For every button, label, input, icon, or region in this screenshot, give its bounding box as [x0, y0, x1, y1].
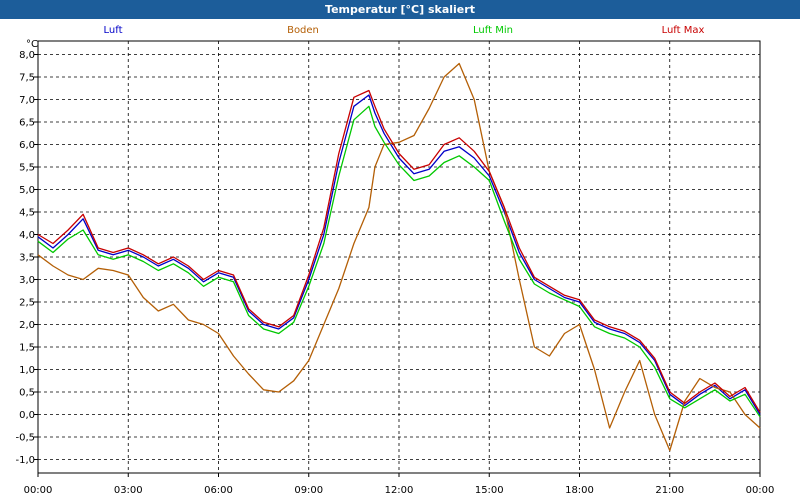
temperature-chart: Luft Boden Luft Min Luft Max 8,0 7,5 7,0 6,5 6,…	[15, 25, 775, 496]
series-line-luft-max	[37, 89, 761, 413]
series-lines	[37, 62, 761, 452]
y-tick-label: 6,5	[19, 118, 35, 129]
x-axis: 00:0030.11.1903:0030.11.1906:0030.11.190…	[24, 473, 775, 496]
grid	[38, 41, 760, 473]
x-tick-time: 00:00	[746, 485, 775, 496]
y-tick-label: 6,0	[19, 140, 35, 151]
y-tick-label: 7,0	[19, 95, 35, 106]
y-tick-label: 1,0	[19, 365, 35, 376]
y-tick-label: 8,0	[19, 50, 35, 61]
y-tick-label: -0,5	[15, 433, 35, 444]
x-tick-time: 03:00	[114, 485, 143, 496]
y-tick-label: 5,0	[19, 185, 35, 196]
y-axis: 8,0 7,5 7,0 6,5 6,0 5,5 5,0 4,5 4,0 3,5 3,0 2,5 2,0 1…	[15, 50, 38, 466]
y-tick-label: 4,0	[19, 230, 35, 241]
legend: Luft Boden Luft Min Luft Max	[104, 25, 705, 36]
y-tick-label: 0,5	[19, 388, 35, 399]
series-line-luft-min	[37, 105, 761, 418]
legend-luft-max: Luft Max	[662, 25, 705, 36]
y-tick-label: -1,0	[15, 455, 35, 466]
y-tick-label: 2,0	[19, 320, 35, 331]
legend-luft-min: Luft Min	[473, 25, 513, 36]
y-tick-label: 3,0	[19, 275, 35, 286]
y-tick-label: 7,5	[19, 73, 35, 84]
y-tick-label: 4,5	[19, 208, 35, 219]
y-tick-label: 5,5	[19, 163, 35, 174]
legend-luft: Luft	[104, 25, 123, 36]
window-title: Temperatur [°C] skaliert	[0, 0, 800, 19]
legend-boden: Boden	[287, 25, 319, 36]
x-tick-time: 15:00	[475, 485, 504, 496]
series-line-boden	[37, 62, 761, 452]
x-tick-time: 09:00	[294, 485, 323, 496]
x-tick-time: 18:00	[565, 485, 594, 496]
x-tick-time: 21:00	[655, 485, 684, 496]
x-tick-time: 06:00	[204, 485, 233, 496]
y-axis-unit: °C	[26, 39, 38, 50]
y-tick-label: 2,5	[19, 298, 35, 309]
y-tick-label: 0,0	[19, 410, 35, 421]
x-tick-time: 12:00	[385, 485, 414, 496]
y-tick-label: 1,5	[19, 343, 35, 354]
y-tick-label: 3,5	[19, 253, 35, 264]
x-tick-time: 00:00	[24, 485, 53, 496]
series-line-luft	[37, 94, 761, 415]
